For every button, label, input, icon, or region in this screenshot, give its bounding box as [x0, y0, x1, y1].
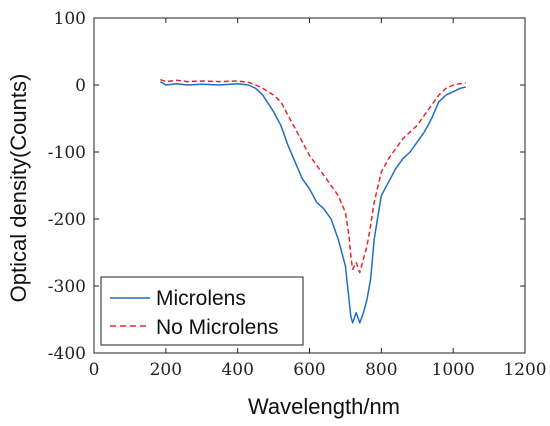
- series-layer: [160, 78, 466, 324]
- x-axis-title: Wavelength/nm: [248, 394, 400, 419]
- y-tick-label: -300: [48, 277, 86, 297]
- y-tick-label: -200: [48, 210, 86, 230]
- legend: Microlens No Microlens: [100, 276, 304, 346]
- legend-label-microlens: Microlens: [156, 287, 246, 310]
- series-line-no-microlens: [160, 78, 466, 274]
- y-axis-title: Optical density(Counts): [6, 74, 31, 303]
- x-tick-label: 800: [365, 360, 397, 380]
- y-tick-label: 100: [54, 9, 86, 29]
- y-tick-label: 0: [75, 76, 86, 96]
- x-tick-label: 400: [221, 360, 253, 380]
- legend-box: [100, 276, 304, 346]
- x-tick-label: 1000: [432, 360, 475, 380]
- legend-label-no-microlens: No Microlens: [156, 316, 279, 339]
- y-tick-label: -100: [48, 143, 86, 163]
- x-tick-label: 1200: [503, 360, 546, 380]
- series-line-microlens: [160, 80, 466, 324]
- x-tick-label: 200: [150, 360, 182, 380]
- y-tick-label: -400: [48, 344, 86, 364]
- x-tick-label: 0: [89, 360, 100, 380]
- x-tick-label: 600: [293, 360, 325, 380]
- ticks-layer: 0 200 400 600 800 1000 1200 -400 -300 -200 -100 0 10…: [48, 9, 547, 380]
